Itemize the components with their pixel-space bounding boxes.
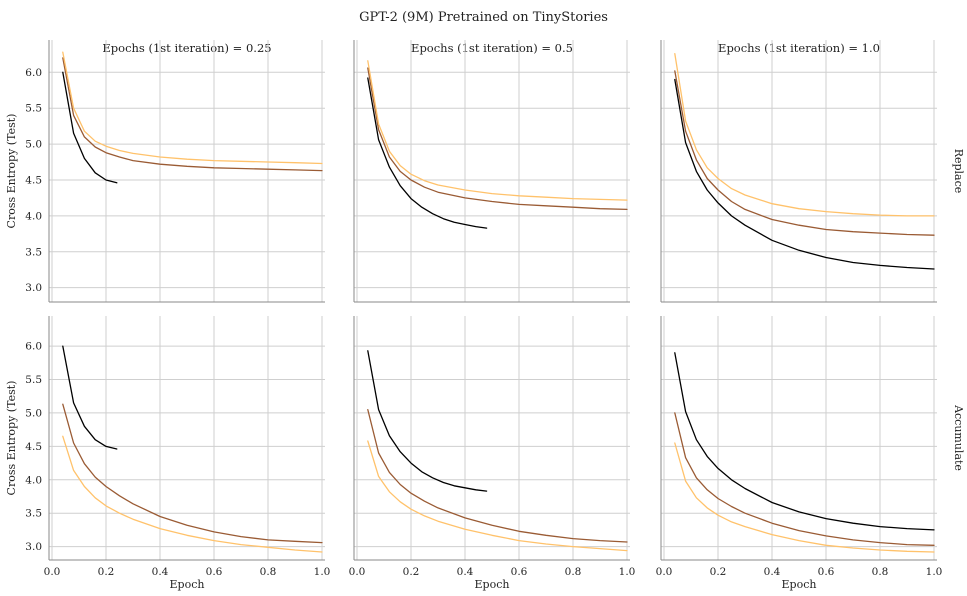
x-tick-label: 0.2: [403, 566, 420, 578]
x-tick-label: 0.6: [818, 566, 835, 578]
y-tick-label: 5.0: [25, 139, 42, 151]
series-line: [367, 67, 628, 211]
x-tick-label: 1.0: [314, 566, 331, 578]
y-tick-label: 5.5: [25, 374, 42, 386]
y-tick-label: 3.5: [25, 246, 42, 258]
y-tick-label: 4.5: [25, 441, 42, 453]
x-tick-label: 0.2: [710, 566, 727, 578]
x-axis-label: Epoch: [782, 578, 817, 591]
chart-title: GPT-2 (9M) Pretrained on TinyStories: [359, 10, 608, 25]
panel: 0.0 0.2 0.4 0.6 0.8 1.0 Epoch: [656, 316, 943, 591]
x-tick-label: 0.6: [206, 566, 223, 578]
x-tick-label: 0.0: [656, 566, 673, 578]
series-line: [674, 352, 935, 531]
series-line: [367, 440, 628, 552]
x-tick-label: 0.8: [260, 566, 277, 578]
panel: [660, 40, 937, 303]
series-line: [62, 403, 323, 544]
x-tick-label: 0.8: [565, 566, 582, 578]
x-axis-label: Epoch: [170, 578, 205, 591]
x-tick-label: 0.2: [98, 566, 115, 578]
x-tick-label: 1.0: [926, 566, 943, 578]
column-title: Epochs (1st iteration) = 0.25: [102, 41, 271, 55]
y-tick-label: 6.0: [25, 341, 42, 353]
series-line: [674, 78, 935, 270]
series-line: [367, 60, 628, 201]
x-tick-label: 0.6: [511, 566, 528, 578]
series-line: [367, 408, 628, 543]
y-tick-label: 4.5: [25, 174, 42, 186]
series-line: [62, 435, 323, 553]
y-tick-label: 3.0: [25, 541, 42, 553]
panel: 0.0 0.2 0.4 0.6 0.8 1.0 Epoch: [349, 316, 636, 591]
y-tick-label: 6.0: [25, 67, 42, 79]
y-tick-label: 5.0: [25, 407, 42, 419]
x-tick-label: 0.8: [872, 566, 889, 578]
y-tick-label: 4.0: [25, 474, 42, 486]
panel: [353, 40, 630, 303]
y-tick-label: 3.5: [25, 508, 42, 520]
panel: 3.0 3.5 4.0 4.5 5.0 5.5 6.0 Cross Entropy (Test…: [5, 40, 325, 303]
x-axis-label: Epoch: [475, 578, 510, 591]
series-line: [62, 57, 323, 172]
x-tick-label: 0.0: [349, 566, 366, 578]
x-tick-label: 0.4: [457, 566, 474, 578]
row-label: Accumulate: [952, 404, 965, 471]
y-tick-label: 5.5: [25, 103, 42, 115]
series-line: [674, 70, 935, 236]
series-line: [62, 71, 118, 184]
x-tick-label: 0.0: [44, 566, 61, 578]
column-title: Epochs (1st iteration) = 1.0: [718, 41, 880, 55]
series-line: [674, 52, 935, 217]
y-tick-label: 4.0: [25, 210, 42, 222]
y-axis-label: Cross Entropy (Test): [5, 381, 18, 496]
series-line: [62, 51, 323, 165]
panel: 3.0 3.5 4.0 4.5 5.0 5.5 6.0 Cross Entropy (Test…: [5, 316, 330, 591]
panel-grid: Epochs (1st iteration) = 0.25 Epochs (1st…: [5, 40, 965, 591]
series-line: [62, 345, 118, 450]
series-line: [674, 412, 935, 546]
x-tick-label: 0.4: [152, 566, 169, 578]
x-tick-label: 0.4: [764, 566, 781, 578]
column-title: Epochs (1st iteration) = 0.5: [411, 41, 573, 55]
series-line: [367, 77, 488, 229]
row-label: Replace: [952, 149, 965, 194]
series-line: [674, 442, 935, 553]
y-axis-label: Cross Entropy (Test): [5, 114, 18, 229]
series-line: [367, 350, 488, 492]
x-tick-label: 1.0: [619, 566, 636, 578]
y-tick-label: 3.0: [25, 282, 42, 294]
